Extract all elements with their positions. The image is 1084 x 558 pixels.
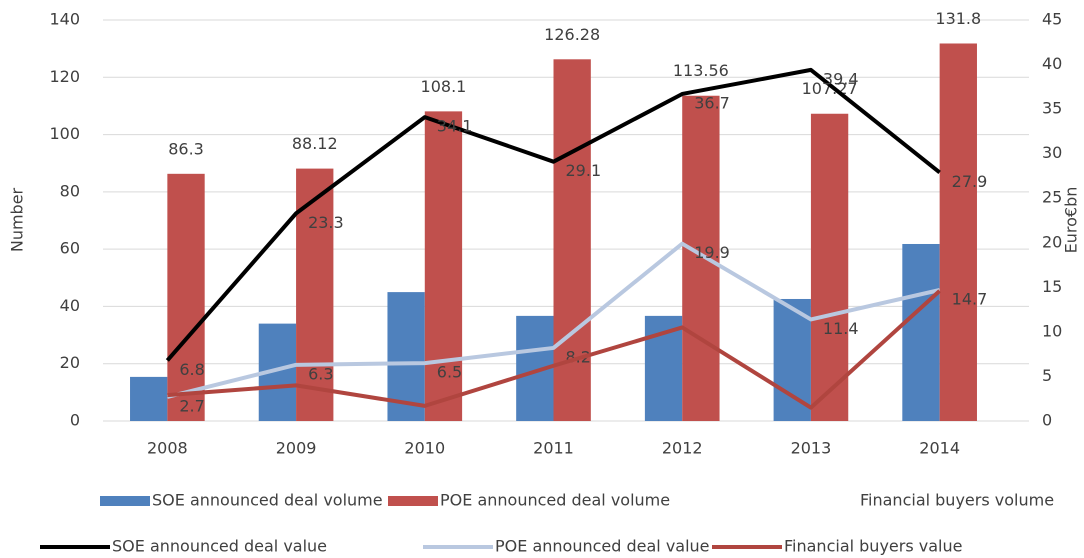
y-axis-title: Number (8, 187, 27, 252)
x-tick-label: 2014 (919, 439, 960, 458)
line-value-label: 29.1 (566, 161, 602, 180)
x-tick-label: 2009 (276, 439, 317, 458)
y-tick-label: 80 (60, 181, 80, 200)
legend-swatch (388, 496, 438, 506)
bar (902, 243, 940, 421)
legend-label: Financial buyers volume (860, 491, 1054, 510)
legend-swatch (808, 496, 858, 506)
y2-tick-label: 20 (1042, 232, 1062, 251)
legend-swatch (100, 496, 150, 506)
legend-label: POE announced deal volume (440, 491, 670, 510)
y-tick-label: 40 (60, 296, 80, 315)
line-series (166, 241, 941, 399)
x-tick-label: 2010 (404, 439, 445, 458)
y2-axis-title: Euro€bn (1062, 187, 1081, 254)
x-tick-label: 2013 (791, 439, 832, 458)
legend-label: SOE announced deal volume (152, 491, 383, 510)
bar-value-label: 108.1 (421, 77, 467, 96)
bar-value-label: 88.12 (292, 134, 338, 153)
line-value-label: 39.4 (823, 69, 859, 88)
y2-tick-label: 30 (1042, 143, 1062, 162)
line-value-label: 34.1 (437, 117, 473, 136)
line-value-label: 27.9 (952, 172, 988, 191)
line-value-label: 23.3 (308, 213, 344, 232)
y-tick-label: 100 (49, 124, 80, 143)
y2-tick-label: 40 (1042, 54, 1062, 73)
x-tick-label: 2012 (662, 439, 703, 458)
line-series (165, 67, 941, 362)
line-series (167, 289, 941, 410)
y2-tick-label: 25 (1042, 188, 1062, 207)
bar-value-label: 113.56 (673, 61, 729, 80)
y-tick-label: 0 (70, 411, 80, 430)
bar-value-label: 131.8 (935, 9, 981, 28)
x-tick-label: 2008 (147, 439, 188, 458)
bar (682, 95, 720, 421)
y2-tick-label: 0 (1042, 411, 1052, 430)
bar (773, 298, 811, 421)
bar (130, 376, 168, 421)
legend-label: POE announced deal value (495, 537, 710, 556)
line-value-label: 19.9 (694, 243, 730, 262)
line-value-label: 6.8 (179, 360, 204, 379)
bar (424, 111, 463, 421)
bar (810, 113, 849, 421)
line-value-label: 6.5 (437, 363, 462, 382)
line-value-label: 14.7 (952, 290, 988, 309)
line-value-label: 36.7 (694, 93, 730, 112)
bar (553, 59, 591, 421)
bar-value-label: 86.3 (168, 139, 204, 158)
line-value-label: 11.4 (823, 319, 859, 338)
bar (939, 43, 977, 421)
y-tick-label: 20 (60, 353, 80, 372)
y2-tick-label: 45 (1042, 10, 1062, 29)
y-tick-label: 60 (60, 239, 80, 258)
line-value-label: 2.7 (179, 396, 204, 415)
legend-label: Financial buyers value (784, 537, 962, 556)
y-tick-label: 120 (49, 67, 80, 86)
legend-label: SOE announced deal value (112, 537, 327, 556)
bar-value-label: 126.28 (544, 25, 600, 44)
bar (167, 173, 205, 421)
x-tick-label: 2011 (533, 439, 574, 458)
y2-tick-label: 35 (1042, 99, 1062, 118)
y2-tick-label: 5 (1042, 366, 1052, 385)
line-value-label: 6.3 (308, 364, 333, 383)
y-tick-label: 140 (49, 10, 80, 29)
y2-tick-label: 15 (1042, 277, 1062, 296)
y2-tick-label: 10 (1042, 321, 1062, 340)
